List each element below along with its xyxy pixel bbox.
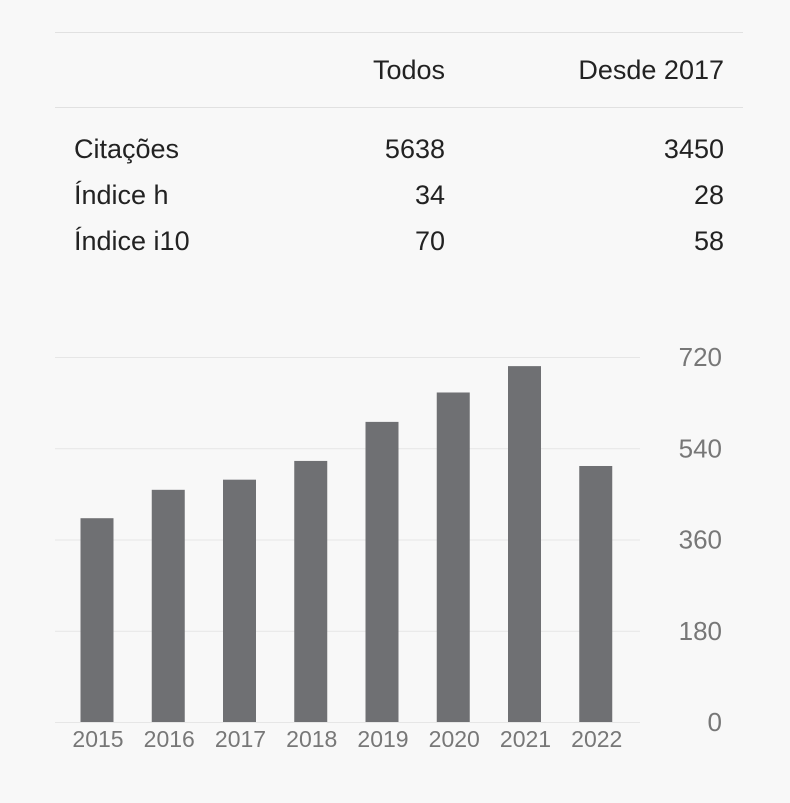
x-tick-label: 2018 bbox=[286, 726, 337, 752]
x-tick-label: 2020 bbox=[429, 726, 480, 752]
bar-2015[interactable] bbox=[80, 518, 114, 722]
bar-2019[interactable] bbox=[365, 421, 399, 722]
h-index-since-value: 28 bbox=[693, 180, 724, 210]
bar-2022[interactable] bbox=[579, 465, 613, 722]
y-tick-label: 180 bbox=[679, 616, 722, 646]
citations-since-value: 3450 bbox=[663, 134, 724, 164]
bar-2018[interactable] bbox=[294, 460, 328, 722]
header-divider bbox=[55, 107, 743, 108]
i10-index-since-value: 58 bbox=[693, 226, 724, 256]
h-index-label: Índice h bbox=[74, 180, 169, 210]
x-tick-label: 2021 bbox=[500, 726, 551, 752]
y-tick-label: 720 bbox=[679, 342, 722, 372]
citations-per-year-chart: 0 180 360 540 720 2015 2016 2017 2018 2019 2020 202… bbox=[0, 330, 790, 770]
top-divider bbox=[55, 32, 743, 33]
x-tick-label: 2015 bbox=[72, 726, 123, 752]
x-tick-label: 2022 bbox=[571, 726, 622, 752]
y-tick-label: 0 bbox=[708, 707, 722, 737]
bar-2021[interactable] bbox=[508, 366, 541, 722]
citation-summary-panel: Todos Desde 2017 Citações 5638 3450 Índi… bbox=[55, 0, 743, 803]
bar-2020[interactable] bbox=[436, 392, 470, 722]
citations-all-value: 5638 bbox=[384, 134, 445, 164]
bar-2016[interactable] bbox=[151, 489, 185, 722]
i10-index-all-value: 70 bbox=[414, 226, 445, 256]
h-index-all-value: 34 bbox=[414, 180, 445, 210]
x-tick-label: 2017 bbox=[215, 726, 266, 752]
bar-chart-svg: 0 180 360 540 720 2015 2016 2017 2018 2019 2020 202… bbox=[55, 342, 722, 752]
i10-index-label: Índice i10 bbox=[74, 226, 190, 256]
y-tick-label: 540 bbox=[679, 433, 722, 463]
header-all: Todos bbox=[372, 55, 445, 85]
citations-label: Citações bbox=[74, 134, 180, 164]
x-tick-label: 2019 bbox=[357, 726, 408, 752]
bar-2017[interactable] bbox=[223, 479, 256, 722]
y-tick-label: 360 bbox=[679, 525, 722, 555]
header-since-2017: Desde 2017 bbox=[578, 55, 724, 85]
x-tick-label: 2016 bbox=[144, 726, 195, 752]
